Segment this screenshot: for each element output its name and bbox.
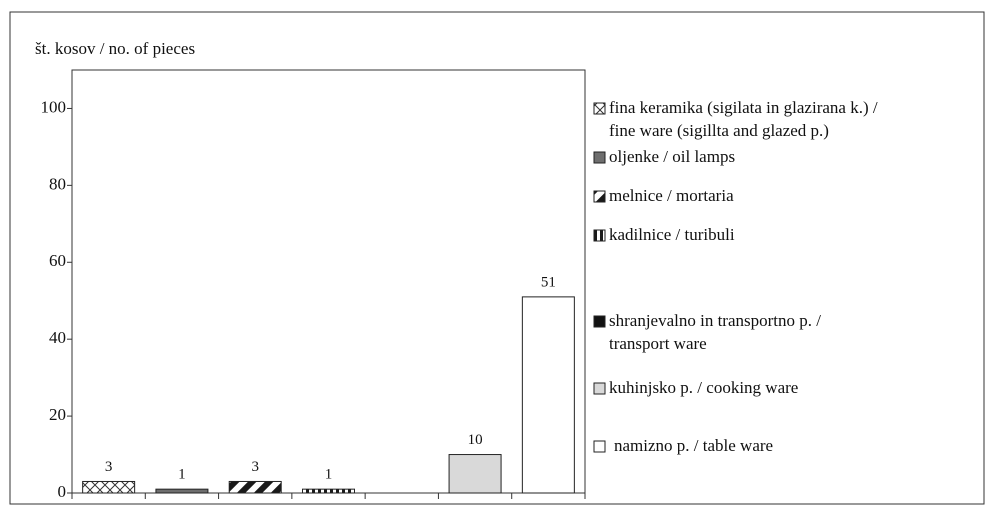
legend-label: melnice / mortaria [609, 186, 734, 205]
legend-swatch [593, 229, 606, 242]
legend-label: kuhinjsko p. / cooking ware [609, 378, 798, 397]
bar [448, 454, 502, 494]
y-tick-label: 60 [49, 251, 66, 270]
bar [302, 488, 355, 494]
bar [228, 480, 282, 494]
y-tick-label: 0 [58, 482, 67, 501]
data-label: 1 [325, 467, 333, 483]
legend-label: shranjevalno in transportno p. / [609, 311, 821, 330]
y-tick-label: 80 [49, 174, 66, 193]
bar [155, 488, 209, 494]
legend-swatch [593, 315, 606, 328]
legend-label: namizno p. / table ware [614, 436, 773, 455]
legend-label: oljenke / oil lamps [609, 147, 735, 166]
legend-label: transport ware [609, 334, 707, 353]
data-label: 51 [541, 274, 556, 290]
legend-swatch [593, 382, 606, 395]
legend-swatch [593, 440, 606, 453]
legend-label: fina keramika (sigilata in glazirana k.)… [609, 98, 878, 117]
legend-swatch [593, 190, 606, 203]
bar [82, 480, 136, 494]
legend-swatch [593, 151, 606, 164]
legend-label: kadilnice / turibuli [609, 225, 735, 244]
data-label: 3 [105, 459, 113, 475]
chart-frame [9, 11, 985, 505]
data-label: 3 [251, 459, 259, 475]
chart-title: št. kosov / no. of pieces [35, 39, 195, 58]
plot-area [71, 69, 586, 494]
y-tick-label: 40 [49, 328, 66, 347]
data-label: 1 [178, 467, 186, 483]
data-label: 10 [468, 432, 483, 448]
legend-swatch [593, 102, 606, 115]
y-tick-label: 100 [41, 97, 67, 116]
bar [521, 296, 575, 494]
legend-label: fine ware (sigillta and glazed p.) [609, 121, 829, 140]
y-tick-label: 20 [49, 405, 66, 424]
